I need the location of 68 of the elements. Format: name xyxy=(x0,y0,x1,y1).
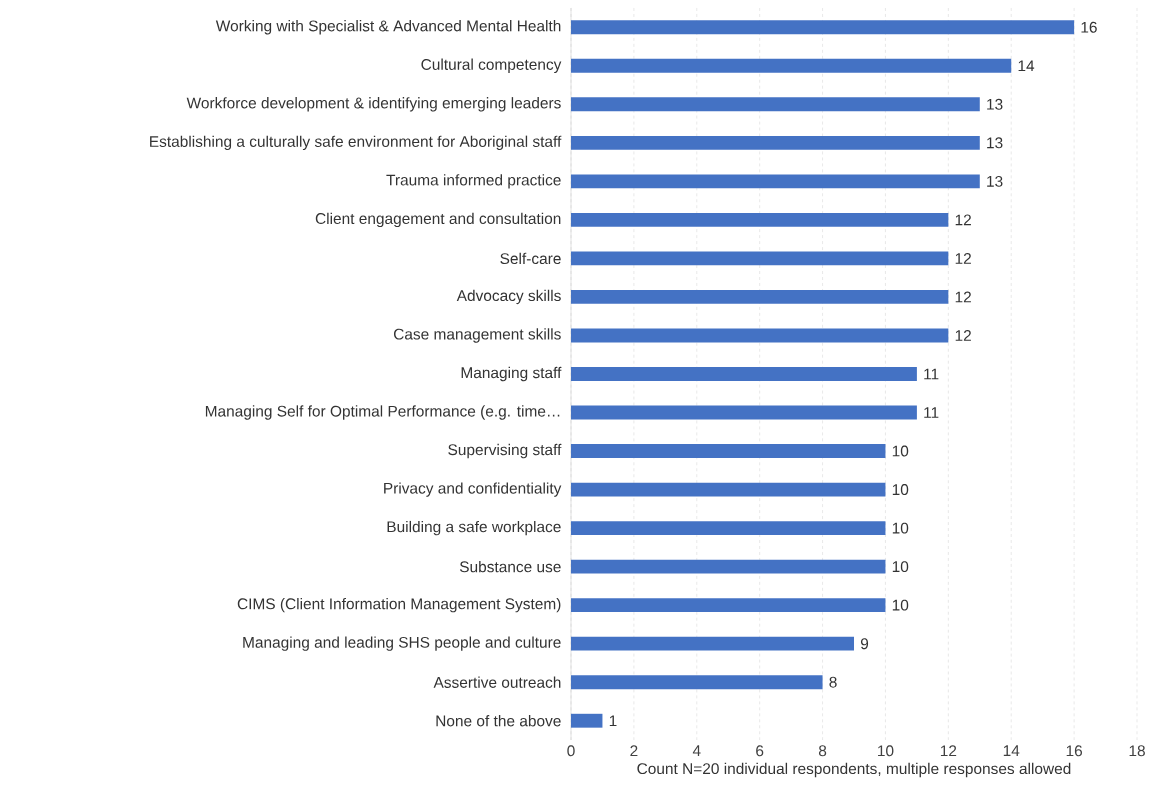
x-tick-label: 18 xyxy=(1129,745,1145,757)
bar xyxy=(571,636,855,651)
data-label: 11 xyxy=(924,368,939,380)
y-tick-label: Cultural competency xyxy=(421,58,562,73)
y-tick-label: Managing Self for Optimal Performance (e.g. time… xyxy=(205,405,560,420)
bar xyxy=(571,521,886,536)
y-tick-label: Managing staff xyxy=(461,366,562,382)
data-label: 12 xyxy=(955,291,971,303)
data-label: 16 xyxy=(1081,21,1097,33)
data-label: 13 xyxy=(987,137,1003,149)
bar xyxy=(571,559,886,574)
x-tick-label: 12 xyxy=(940,745,957,757)
y-tick-label: Assertive outreach xyxy=(433,676,561,688)
y-tick-label: Working with Specialist & Advanced Mental Health xyxy=(215,20,561,35)
y-tick-label: Advocacy skills xyxy=(456,289,561,305)
bar xyxy=(571,212,949,227)
x-tick-label: 2 xyxy=(630,745,638,757)
data-label: 13 xyxy=(987,175,1003,187)
data-label: 13 xyxy=(987,98,1003,110)
data-label: 9 xyxy=(860,638,869,650)
bar xyxy=(571,405,917,420)
bar xyxy=(571,251,949,266)
bar xyxy=(571,482,886,497)
bar xyxy=(571,598,886,613)
data-label: 11 xyxy=(924,407,939,418)
y-tick-label: Workforce development & identifying emerging leaders xyxy=(186,97,561,112)
x-axis-title: Count N=20 individual respondents, multiple responses allowed xyxy=(637,762,1071,778)
y-tick-label: Client engagement and consultation xyxy=(315,212,561,228)
bar xyxy=(571,328,949,343)
y-tick-label: Managing and leading SHS people and culture xyxy=(243,636,561,651)
data-label: 14 xyxy=(1018,60,1035,72)
y-tick-label: Self-care xyxy=(500,252,561,265)
y-tick-label: Case management skills xyxy=(393,328,561,343)
data-label: 12 xyxy=(955,253,971,264)
data-label: 10 xyxy=(892,445,909,457)
bar xyxy=(571,135,980,150)
y-tick-label: Establishing a culturally safe environment for Aboriginal staff xyxy=(150,135,562,151)
y-tick-label: None of the above xyxy=(436,715,561,727)
bar xyxy=(571,174,980,189)
data-label: 12 xyxy=(955,214,971,226)
bar xyxy=(571,20,1075,35)
y-tick-label: Building a safe workplace xyxy=(387,520,561,536)
bar xyxy=(571,713,603,728)
bar xyxy=(571,290,949,304)
y-tick-label: Trauma informed practice xyxy=(386,174,561,189)
data-label: 10 xyxy=(892,599,909,611)
x-tick-label: 0 xyxy=(567,745,575,757)
x-tick-label: 8 xyxy=(818,745,827,757)
data-label: 8 xyxy=(829,676,837,688)
bar xyxy=(571,444,886,458)
data-label: 10 xyxy=(892,561,909,573)
data-label: 10 xyxy=(892,484,909,496)
data-label: 10 xyxy=(892,522,909,534)
x-tick-label: 6 xyxy=(756,745,764,757)
y-tick-label: Supervising staff xyxy=(448,443,562,459)
bar xyxy=(571,97,980,112)
y-tick-label: Privacy and confidentiality xyxy=(384,482,562,497)
bar xyxy=(571,675,823,690)
x-tick-label: 14 xyxy=(1003,745,1020,756)
x-tick-label: 4 xyxy=(692,745,701,756)
bar xyxy=(571,367,917,381)
x-tick-label: 10 xyxy=(878,745,894,757)
data-label: 1 xyxy=(609,715,617,727)
bar xyxy=(571,58,1012,73)
y-tick-label: CIMS (Client Information Management System) xyxy=(237,597,561,613)
y-tick-label: Substance use xyxy=(459,560,561,573)
data-label: 12 xyxy=(955,330,971,341)
x-tick-label: 16 xyxy=(1066,745,1083,757)
